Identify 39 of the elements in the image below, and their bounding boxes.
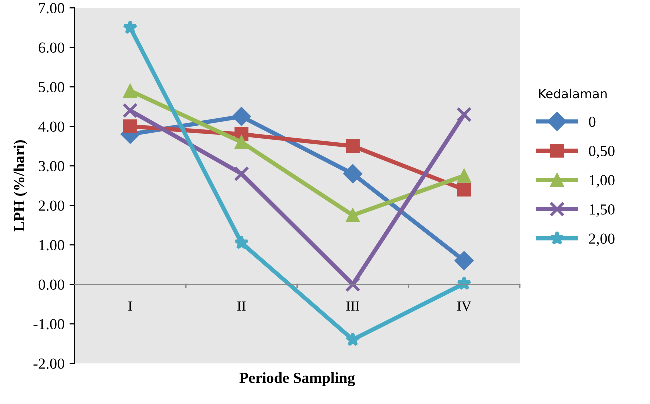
x-tick-label: II <box>238 302 246 311</box>
y-tick-label: 6.00 <box>38 42 64 54</box>
y-tick-label: 4.00 <box>38 122 64 132</box>
y-tick-label: 7.00 <box>39 3 64 14</box>
x-axis-title: Periode Sampling <box>240 372 356 386</box>
point <box>346 332 360 346</box>
point <box>123 20 138 34</box>
y-axis-title: LPH (%/hari) <box>14 140 28 232</box>
point <box>454 251 474 270</box>
point <box>232 107 252 126</box>
point <box>457 182 472 197</box>
y-tick-label: 3.00 <box>39 161 64 172</box>
legend-label: 0 <box>589 116 596 128</box>
legend-label: 2,00 <box>589 234 615 246</box>
legend-title: Kedalaman <box>539 88 607 99</box>
point <box>343 164 363 184</box>
point <box>346 139 360 154</box>
point <box>234 135 249 150</box>
point <box>457 169 472 183</box>
y-tick-label: 0.00 <box>38 280 64 290</box>
x-tick-label: IV <box>458 302 472 312</box>
y-tick-label: -2.00 <box>34 358 64 370</box>
point <box>456 107 472 122</box>
legend-label: 1,50 <box>590 204 615 218</box>
point <box>346 208 360 222</box>
point <box>122 103 138 118</box>
point <box>123 120 138 134</box>
x-tick-label: I <box>128 302 132 311</box>
legend-label: 1,00 <box>590 175 615 188</box>
point <box>345 276 361 292</box>
x-tick-label: III <box>346 302 360 311</box>
point <box>234 235 250 250</box>
point <box>123 84 138 98</box>
legend-label: 0,50 <box>589 146 615 159</box>
point <box>234 166 250 182</box>
y-tick-label: -1.00 <box>34 319 64 330</box>
y-tick-label: 1.00 <box>40 240 64 251</box>
y-tick-label: 5.00 <box>39 82 64 93</box>
y-tick-label: 2.00 <box>38 200 64 212</box>
